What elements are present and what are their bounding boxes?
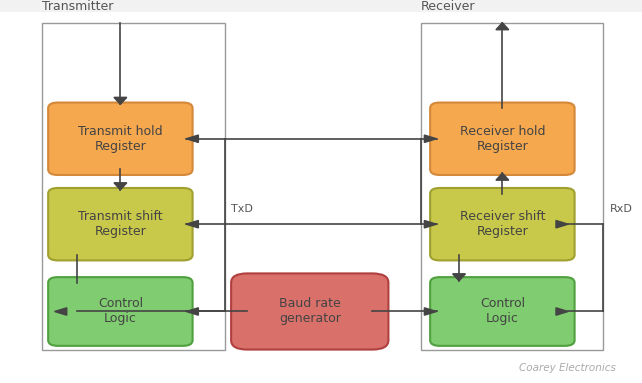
Text: Receiver hold
Register: Receiver hold Register — [460, 125, 545, 153]
Polygon shape — [186, 308, 198, 315]
Text: Transmit shift
Register: Transmit shift Register — [78, 210, 162, 238]
Polygon shape — [496, 23, 508, 30]
Text: Control
Logic: Control Logic — [480, 298, 525, 326]
Polygon shape — [114, 183, 126, 190]
Text: Receiver shift
Register: Receiver shift Register — [460, 210, 545, 238]
Polygon shape — [186, 135, 198, 142]
FancyBboxPatch shape — [231, 273, 388, 350]
Polygon shape — [55, 308, 67, 315]
Text: RxD: RxD — [610, 205, 633, 214]
Text: Control
Logic: Control Logic — [98, 298, 143, 326]
FancyBboxPatch shape — [430, 103, 575, 175]
FancyBboxPatch shape — [48, 103, 193, 175]
Polygon shape — [556, 308, 568, 315]
FancyBboxPatch shape — [48, 188, 193, 260]
FancyBboxPatch shape — [430, 277, 575, 346]
Text: Transmitter: Transmitter — [42, 0, 113, 13]
FancyBboxPatch shape — [0, 6, 642, 383]
Polygon shape — [424, 308, 437, 315]
Polygon shape — [424, 221, 437, 228]
Polygon shape — [186, 221, 198, 228]
Text: Baud rate
generator: Baud rate generator — [279, 298, 341, 326]
Text: Transmit hold
Register: Transmit hold Register — [78, 125, 162, 153]
Polygon shape — [556, 221, 568, 228]
Polygon shape — [453, 274, 465, 281]
Text: Receiver: Receiver — [421, 0, 475, 13]
FancyBboxPatch shape — [430, 188, 575, 260]
Text: Coarey Electronics: Coarey Electronics — [519, 363, 616, 373]
FancyBboxPatch shape — [48, 277, 193, 346]
Polygon shape — [114, 97, 126, 105]
Polygon shape — [424, 135, 437, 142]
Polygon shape — [496, 173, 508, 180]
Text: TxD: TxD — [231, 205, 253, 214]
